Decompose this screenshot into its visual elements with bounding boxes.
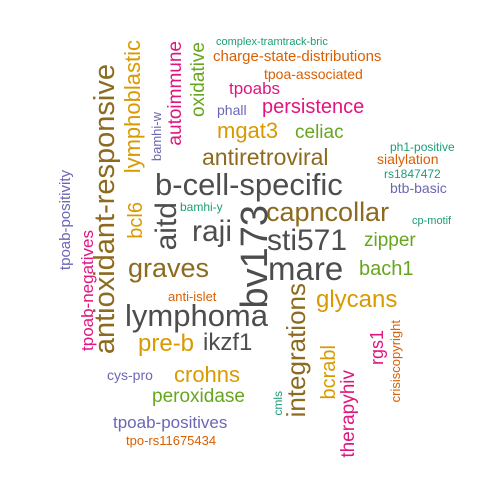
word-mare: mare [268, 250, 344, 287]
word-charge-state-distributions: charge-state-distributions [213, 48, 382, 65]
word-mgat3: mgat3 [217, 118, 279, 143]
word-tpo-rs11675434: tpo-rs11675434 [126, 433, 217, 448]
word-therapyhiv: therapyhiv [338, 370, 359, 458]
word-btb-basic: btb-basic [390, 180, 447, 196]
word-oxidative: oxidative [188, 42, 209, 117]
word-sti571: sti571 [267, 224, 348, 257]
word-b-cell-specific: b-cell-specific [155, 167, 343, 202]
word-aitd: aitd [150, 202, 183, 251]
word-tpoab-positives: tpoab-positives [113, 413, 228, 432]
word-ikzf1: ikzf1 [203, 329, 253, 356]
word-autoimmune: autoimmune [165, 41, 186, 146]
word-tpoab-positivity: tpoab-positivity [57, 170, 74, 271]
word-pre-b: pre-b [138, 330, 195, 357]
word-sialylation: sialylation [377, 151, 439, 167]
word-celiac: celiac [295, 122, 344, 143]
word-anti-islet: anti-islet [168, 289, 217, 304]
word-persistence: persistence [262, 96, 365, 118]
word-cp-motif: cp-motif [412, 215, 452, 227]
word-complex-tramtrack-bric: complex-tramtrack-bric [216, 36, 328, 48]
word-rs1847472: rs1847472 [384, 167, 441, 181]
word-rgs1: rgs1 [367, 330, 387, 366]
word-antiretroviral: antiretroviral [202, 144, 329, 170]
word-tpoa-associated: tpoa-associated [264, 66, 363, 82]
word-integrations: integrations [281, 283, 311, 418]
word-bcrabl: bcrabl [318, 345, 340, 400]
word-phall: phall [217, 102, 247, 118]
word-lymphoma: lymphoma [125, 298, 268, 333]
word-crisiscopyright: crisiscopyright [388, 320, 403, 403]
word-bamhi-w: bamhi-w [149, 112, 164, 162]
word-cys-pro: cys-pro [107, 367, 153, 383]
word-ph1-positive: ph1-positive [390, 140, 455, 154]
word-zipper: zipper [364, 230, 416, 251]
word-lymphoblastic: lymphoblastic [120, 40, 145, 174]
word-glycans: glycans [316, 286, 398, 313]
word-peroxidase: peroxidase [152, 386, 245, 407]
word-raji: raji [192, 215, 233, 248]
word-tpoab-negatives: tpoab-negatives [78, 230, 97, 351]
word-bcl6: bcl6 [125, 202, 147, 239]
word-crohns: crohns [174, 362, 241, 387]
word-bach1: bach1 [359, 258, 414, 280]
word-cmls: cmls [271, 391, 285, 416]
word-graves: graves [128, 253, 210, 283]
word-bv173: bv173 [234, 205, 276, 309]
word-tpoabs: tpoabs [229, 79, 281, 98]
word-bamhi-y: bamhi-y [180, 200, 223, 214]
word-capncollar: capncollar [266, 197, 390, 227]
